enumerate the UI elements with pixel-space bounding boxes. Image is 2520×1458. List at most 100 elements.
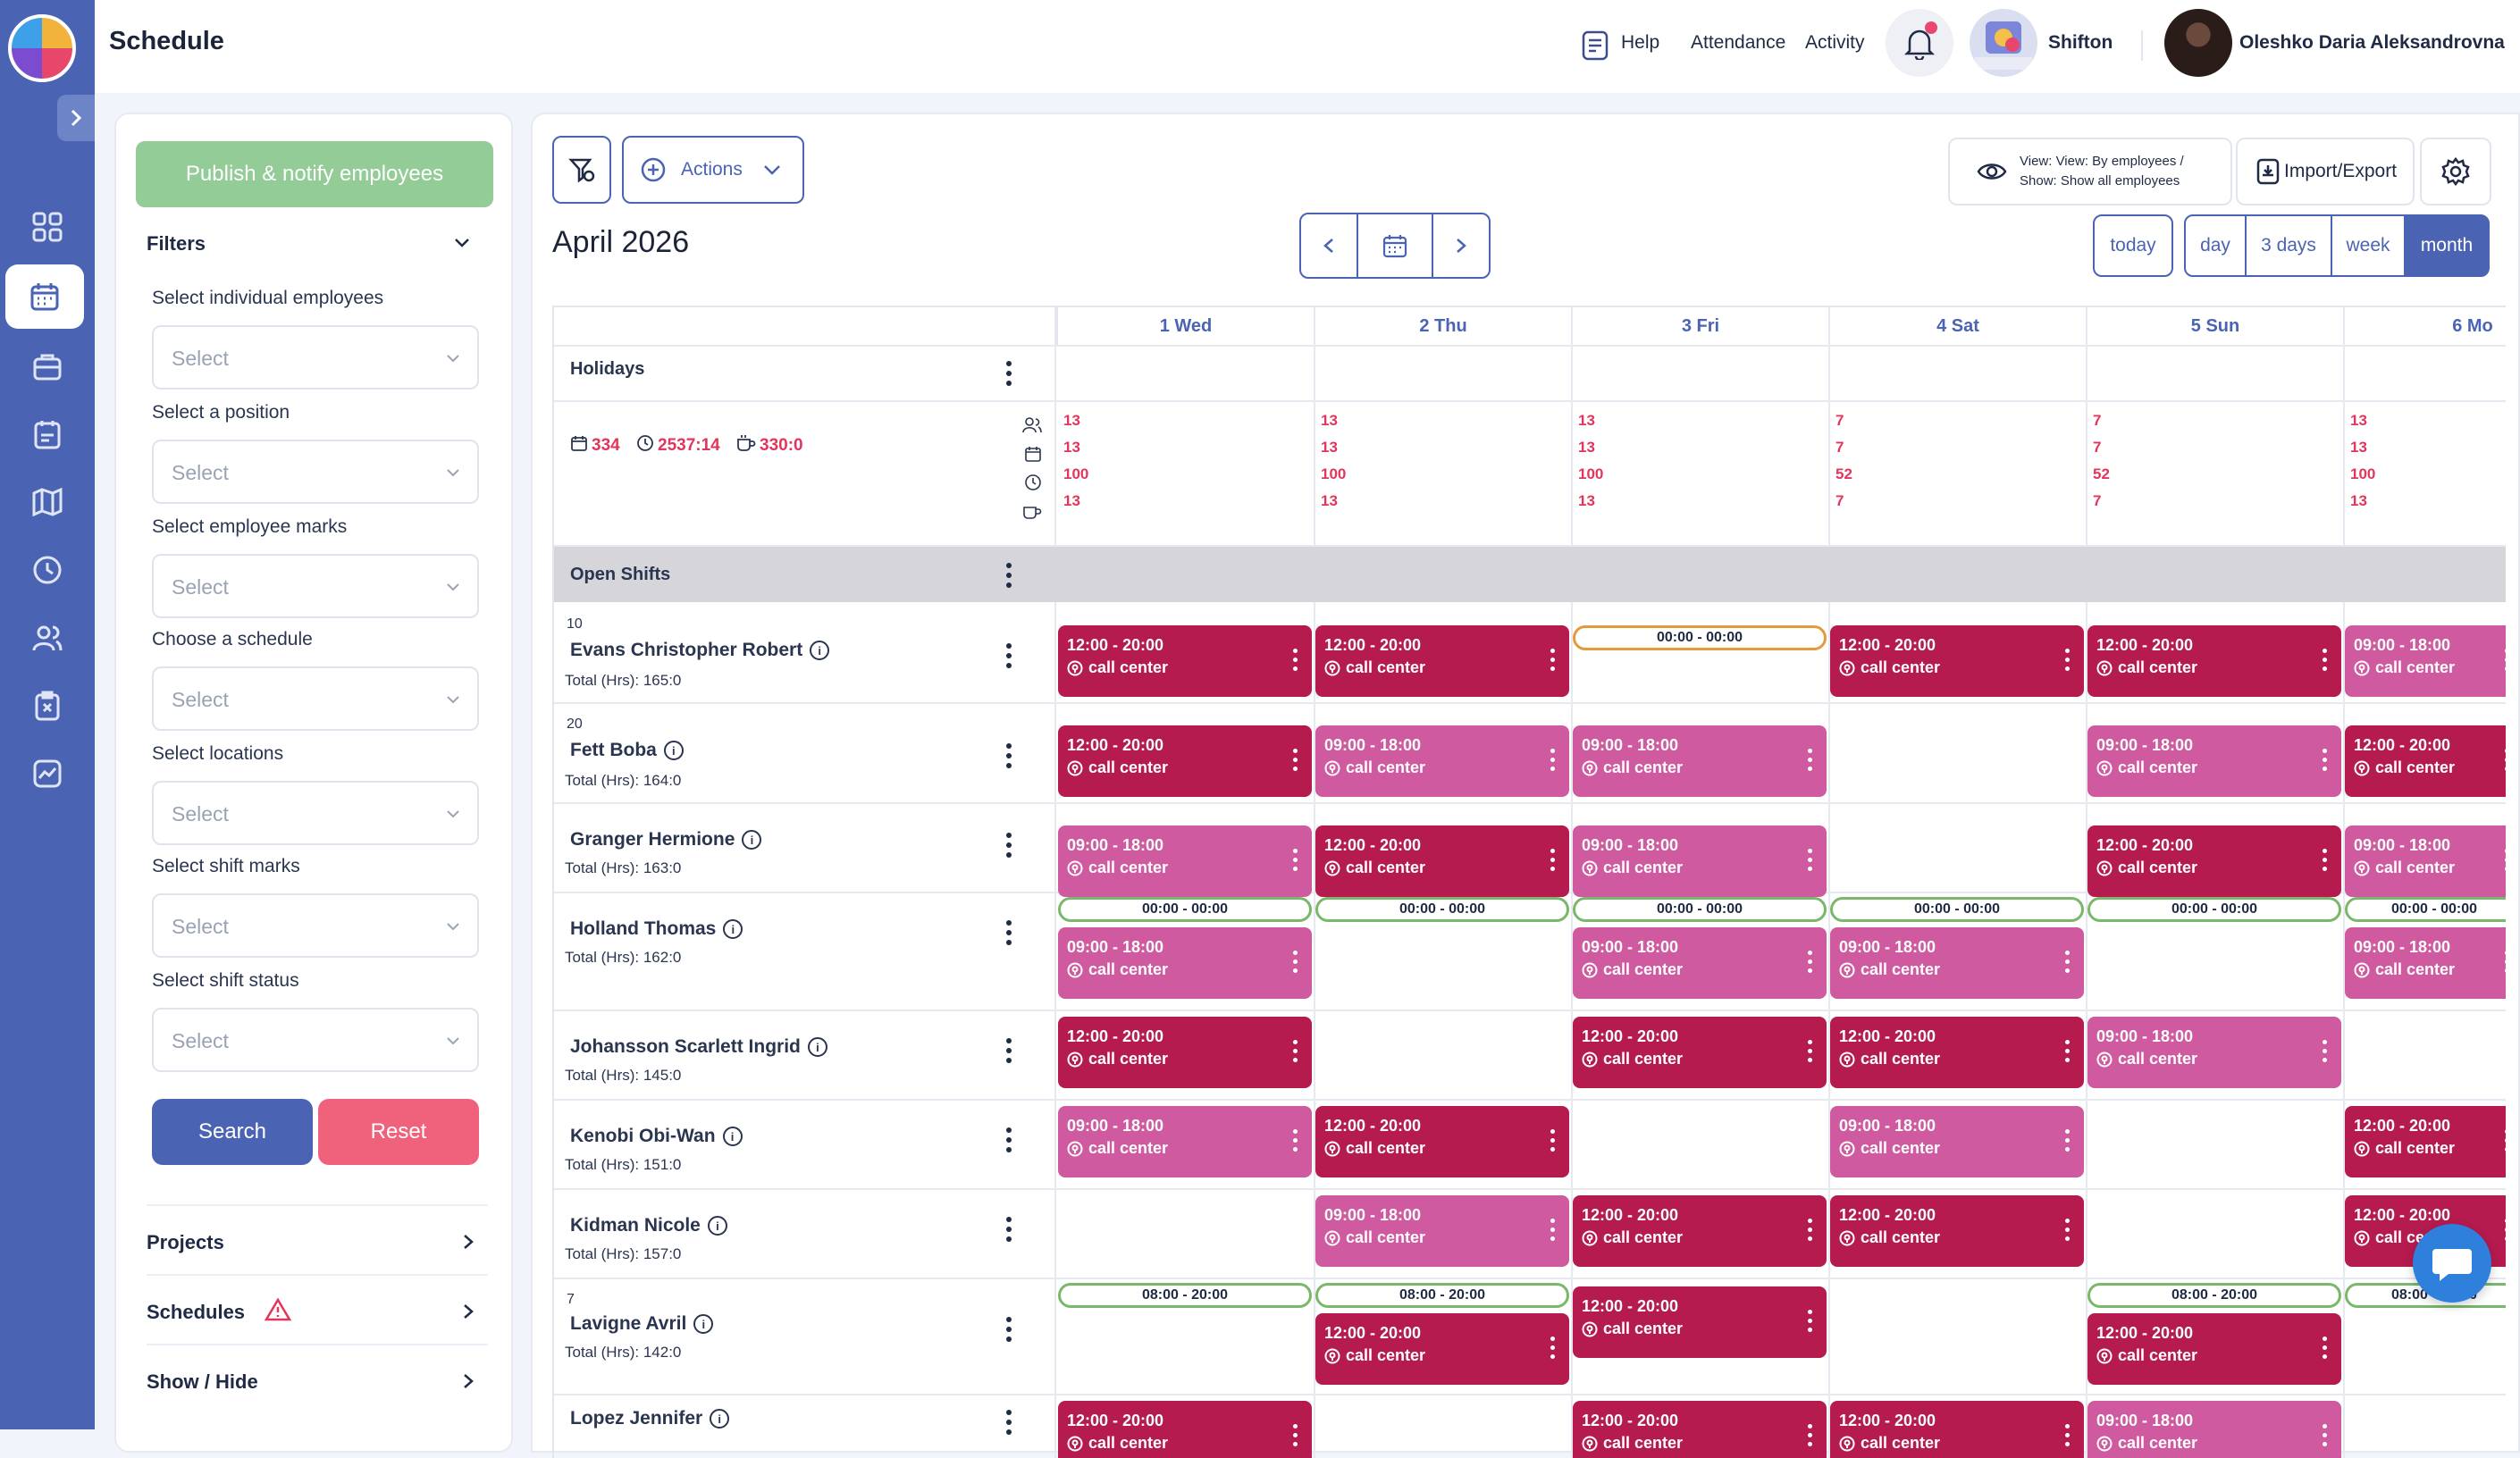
info-icon[interactable]: i	[693, 1314, 714, 1334]
clock-icon[interactable]	[13, 538, 82, 602]
view-day-button[interactable]: day	[2184, 214, 2247, 277]
shift-menu-icon[interactable]	[1293, 849, 1298, 876]
shift-block[interactable]: 09:00 - 18:00 call center	[2087, 725, 2341, 797]
shift-menu-icon[interactable]	[2323, 849, 2327, 876]
select-schedule[interactable]: Select	[152, 666, 479, 731]
show-hide-section[interactable]: Show / Hide	[147, 1344, 488, 1413]
schedules-section[interactable]: Schedules	[147, 1274, 488, 1344]
employee-menu-icon[interactable]	[1006, 1038, 1013, 1068]
help-icon[interactable]	[1582, 30, 1609, 61]
employee-menu-icon[interactable]	[1006, 643, 1013, 673]
select-shift-marks[interactable]: Select	[152, 893, 479, 958]
employee-menu-icon[interactable]	[1006, 743, 1013, 773]
shift-menu-icon[interactable]	[2505, 1129, 2506, 1156]
shift-block[interactable]: 09:00 - 18:00 call center	[1315, 1195, 1569, 1267]
shift-block[interactable]: 12:00 - 20:00 call center	[1573, 1017, 1827, 1088]
shift-menu-icon[interactable]	[2323, 749, 2327, 775]
info-icon[interactable]: i	[663, 741, 684, 760]
open-shift-pill[interactable]: 08:00 - 20:00	[2087, 1283, 2341, 1308]
map-icon[interactable]	[13, 470, 82, 534]
shift-block[interactable]: 09:00 - 18:00 call center	[2345, 625, 2506, 697]
employee-name[interactable]: Fett Boba i	[570, 740, 684, 761]
shift-block[interactable]: 09:00 - 18:00 call center	[1573, 825, 1827, 897]
info-icon[interactable]: i	[810, 641, 830, 660]
shift-block[interactable]: 09:00 - 18:00 call center	[2087, 1401, 2341, 1458]
info-icon[interactable]: i	[707, 1216, 727, 1236]
select-locations[interactable]: Select	[152, 781, 479, 845]
view-3days-button[interactable]: 3 days	[2245, 214, 2332, 277]
shift-menu-icon[interactable]	[1550, 649, 1555, 675]
shift-menu-icon[interactable]	[1293, 1424, 1298, 1451]
open-shift-pill[interactable]: 00:00 - 00:00	[2345, 897, 2506, 922]
shift-block[interactable]: 12:00 - 20:00 call center	[1830, 1017, 2084, 1088]
shift-block[interactable]: 09:00 - 18:00 call center	[2345, 825, 2506, 897]
users-icon[interactable]	[13, 606, 82, 670]
chat-button[interactable]	[2413, 1224, 2491, 1303]
app-logo[interactable]	[8, 14, 76, 82]
info-icon[interactable]: i	[742, 830, 762, 850]
employee-name[interactable]: Johansson Scarlett Ingrid i	[570, 1036, 827, 1058]
view-options-button[interactable]: View: View: By employees / Show: Show al…	[1948, 138, 2232, 205]
shift-menu-icon[interactable]	[2065, 1424, 2070, 1451]
shift-block[interactable]: 12:00 - 20:00 call center	[1315, 825, 1569, 897]
select-employee-marks[interactable]: Select	[152, 554, 479, 618]
shift-menu-icon[interactable]	[1550, 1336, 1555, 1363]
open-shift-pill[interactable]: 00:00 - 00:00	[1573, 897, 1827, 922]
employee-name[interactable]: Kenobi Obi-Wan i	[570, 1126, 743, 1147]
shift-menu-icon[interactable]	[2505, 649, 2506, 675]
employee-menu-icon[interactable]	[1006, 1317, 1013, 1346]
info-icon[interactable]: i	[723, 919, 743, 939]
shift-menu-icon[interactable]	[2323, 1040, 2327, 1067]
employee-menu-icon[interactable]	[1006, 1410, 1013, 1439]
settings-button[interactable]	[2420, 138, 2491, 205]
shift-block[interactable]: 12:00 - 20:00 call center	[1830, 625, 2084, 697]
shift-block[interactable]: 12:00 - 20:00 call center	[2345, 725, 2506, 797]
help-link[interactable]: Help	[1621, 32, 1660, 53]
shift-block[interactable]: 12:00 - 20:00 call center	[1830, 1401, 2084, 1458]
shift-block[interactable]: 12:00 - 20:00 call center	[2087, 1313, 2341, 1385]
shift-menu-icon[interactable]	[2065, 1219, 2070, 1245]
shift-block[interactable]: 12:00 - 20:00 call center	[1830, 1195, 2084, 1267]
shift-block[interactable]: 12:00 - 20:00 call center	[1573, 1286, 1827, 1358]
shift-menu-icon[interactable]	[1808, 1424, 1812, 1451]
shift-block[interactable]: 12:00 - 20:00 call center	[1315, 625, 1569, 697]
notifications-button[interactable]	[1886, 9, 1953, 77]
org-name[interactable]: Shifton	[2048, 32, 2113, 53]
import-export-button[interactable]: Import/Export	[2236, 138, 2415, 205]
shift-menu-icon[interactable]	[1808, 749, 1812, 775]
select-shift-status[interactable]: Select	[152, 1008, 479, 1072]
shift-menu-icon[interactable]	[2065, 1129, 2070, 1156]
employee-menu-icon[interactable]	[1006, 1127, 1013, 1157]
shift-block[interactable]: 12:00 - 20:00 call center	[1573, 1401, 1827, 1458]
shift-block[interactable]: 09:00 - 18:00 call center	[1830, 927, 2084, 999]
shift-block[interactable]: 09:00 - 18:00 call center	[2345, 927, 2506, 999]
reset-button[interactable]: Reset	[318, 1099, 479, 1165]
shift-block[interactable]: 12:00 - 20:00 call center	[2087, 625, 2341, 697]
holidays-menu-icon[interactable]	[1006, 361, 1013, 390]
clipboard-x-icon[interactable]	[13, 674, 82, 738]
view-month-button[interactable]: month	[2404, 214, 2490, 277]
shift-menu-icon[interactable]	[1550, 1219, 1555, 1245]
expand-sidebar-button[interactable]	[57, 95, 95, 141]
shift-menu-icon[interactable]	[1550, 749, 1555, 775]
shift-block[interactable]: 12:00 - 20:00 call center	[1058, 625, 1312, 697]
attendance-link[interactable]: Attendance	[1691, 32, 1786, 53]
employee-name[interactable]: Lavigne Avril i	[570, 1313, 714, 1335]
shift-block[interactable]: 09:00 - 18:00 call center	[1573, 927, 1827, 999]
next-period-button[interactable]	[1432, 213, 1491, 279]
activity-link[interactable]: Activity	[1805, 32, 1865, 53]
select-employees[interactable]: Select	[152, 325, 479, 390]
shift-block[interactable]: 12:00 - 20:00 call center	[1573, 1195, 1827, 1267]
shift-block[interactable]: 12:00 - 20:00 call center	[1058, 1017, 1312, 1088]
shift-block[interactable]: 12:00 - 20:00 call center	[2087, 825, 2341, 897]
projects-section[interactable]: Projects	[147, 1204, 488, 1274]
shift-block[interactable]: 09:00 - 18:00 call center	[1573, 725, 1827, 797]
dashboard-icon[interactable]	[13, 195, 82, 259]
open-shift-pill[interactable]: 00:00 - 00:00	[1058, 897, 1312, 922]
select-position[interactable]: Select	[152, 440, 479, 504]
open-shift-pill[interactable]: 08:00 - 20:00	[1315, 1283, 1569, 1308]
shift-menu-icon[interactable]	[2323, 1336, 2327, 1363]
open-shifts-menu-icon[interactable]	[1006, 563, 1013, 592]
shift-block[interactable]: 09:00 - 18:00 call center	[1058, 927, 1312, 999]
shift-menu-icon[interactable]	[1808, 1040, 1812, 1067]
